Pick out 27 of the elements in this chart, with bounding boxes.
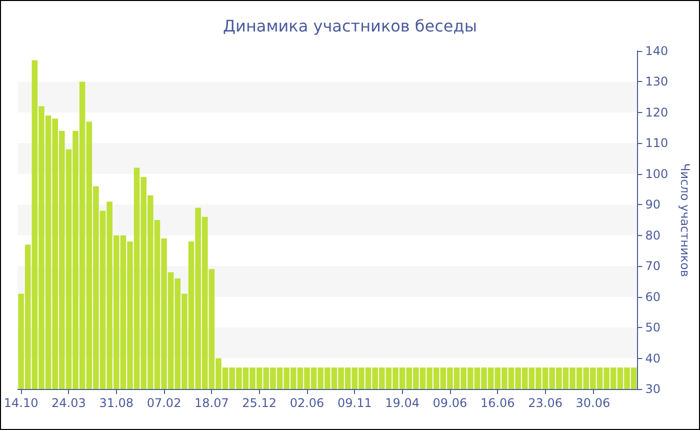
y-tick-label: 40 bbox=[645, 351, 660, 366]
y-tick-label: 110 bbox=[645, 136, 668, 150]
y-axis-title: Число участников bbox=[678, 163, 692, 277]
y-tick-label: 120 bbox=[645, 105, 668, 120]
y-tick-label: 70 bbox=[645, 259, 660, 274]
x-tick-label: 23.06 bbox=[528, 396, 562, 410]
x-tick-label: 09.06 bbox=[432, 396, 468, 410]
y-tick-label: 50 bbox=[645, 320, 660, 335]
x-tick-label: 25.12 bbox=[242, 396, 277, 410]
y-tick-label: 140 bbox=[645, 44, 668, 58]
y-tick-label: 100 bbox=[645, 166, 668, 181]
x-tick-label: 24.03 bbox=[52, 396, 86, 410]
x-tick-label: 19.04 bbox=[385, 396, 420, 410]
y-tick-label: 90 bbox=[645, 198, 660, 212]
chart-title: Динамика участников беседы bbox=[223, 16, 477, 36]
x-tick-label: 30.06 bbox=[576, 396, 610, 410]
y-tick-label: 60 bbox=[645, 290, 660, 304]
x-tick-label: 16.06 bbox=[480, 396, 515, 410]
y-tick-label: 30 bbox=[645, 382, 660, 396]
x-tick-label: 07.02 bbox=[146, 396, 182, 410]
x-tick-label: 02.06 bbox=[290, 396, 324, 410]
x-tick-label: 14.10 bbox=[4, 396, 38, 410]
x-tick-label: 31.08 bbox=[99, 396, 134, 410]
x-tick-label: 18.07 bbox=[194, 396, 229, 410]
x-tick-label: 09.11 bbox=[337, 396, 372, 410]
y-tick-label: 130 bbox=[645, 74, 668, 89]
y-tick-label: 80 bbox=[645, 228, 660, 242]
